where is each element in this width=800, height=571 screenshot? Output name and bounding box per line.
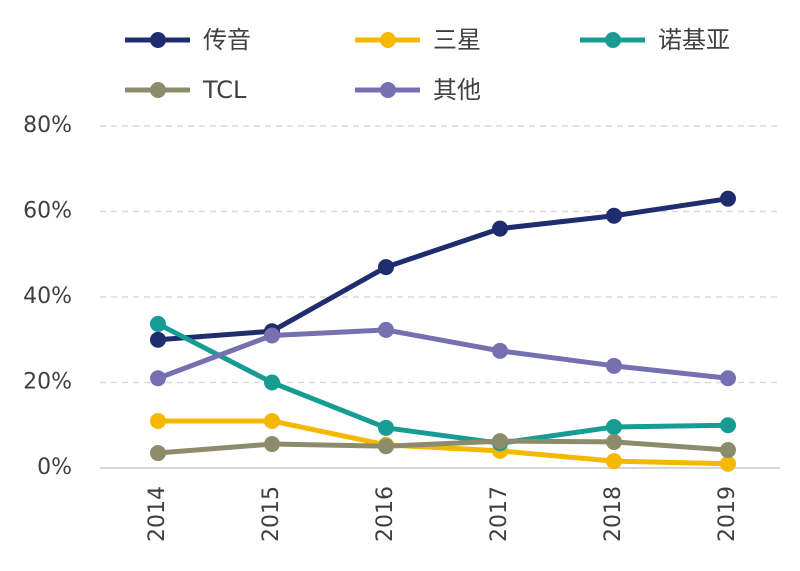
point [378,438,394,455]
point [606,207,622,224]
legend-label: 诺基亚 [658,26,730,54]
legend-label: TCL [202,76,247,104]
x-tick-label: 2018 [601,486,626,542]
point [378,259,394,276]
legend-marker [605,32,621,48]
series-line [156,321,729,446]
point [492,433,508,450]
legend-marker [380,32,396,48]
point [606,453,622,470]
point [720,370,736,387]
legend-label: 传音 [203,26,251,54]
point [492,342,508,359]
point [264,412,280,429]
legend-marker [380,82,396,98]
x-tick-label: 2014 [145,486,170,542]
x-tick-label: 2019 [715,486,740,542]
point [606,418,622,435]
series-line [157,196,729,343]
series-line [158,418,729,467]
point [720,442,736,459]
x-tick-label: 2016 [373,486,398,542]
point [378,321,394,338]
point [150,331,166,348]
point [150,445,166,462]
point [720,455,736,472]
y-tick-label: 20% [23,370,72,395]
point [378,419,394,436]
point [150,370,166,387]
legend-marker [150,32,166,48]
y-tick-label: 40% [23,284,72,309]
point [264,436,280,453]
legend-marker [150,82,166,98]
point [264,327,280,344]
point [606,433,622,450]
legend-label: 三星 [433,26,481,54]
point [606,357,622,374]
point [720,190,736,207]
y-tick-label: 80% [23,113,72,138]
point [150,315,166,332]
point [720,417,736,434]
x-tick-label: 2017 [487,486,512,542]
point [264,374,280,391]
y-tick-label: 60% [23,199,72,224]
point [150,412,166,429]
series-line [157,327,729,381]
legend-label: 其他 [433,76,481,104]
x-tick-label: 2015 [259,486,284,542]
y-tick-label: 0% [37,455,72,480]
point [492,220,508,237]
series-line [157,438,729,456]
